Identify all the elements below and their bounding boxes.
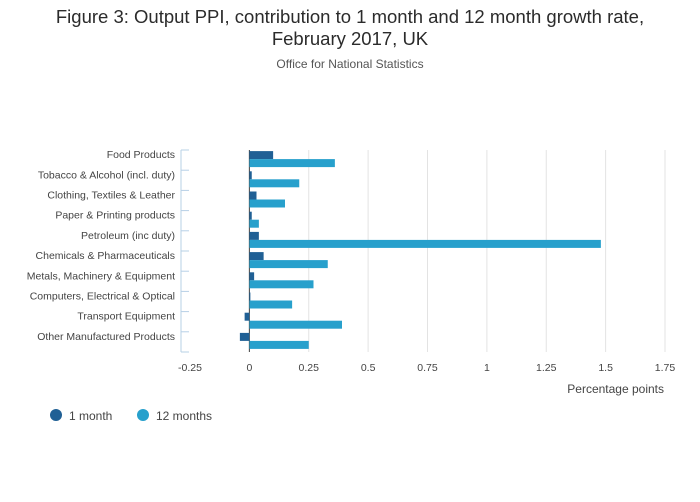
category-label: Chemicals & Pharmaceuticals bbox=[36, 250, 175, 262]
bar-1-month bbox=[239, 332, 250, 341]
chart-title: Figure 3: Output PPI, contribution to 1 … bbox=[0, 6, 700, 50]
category-label: Paper & Printing products bbox=[55, 210, 175, 222]
category-label: Food Products bbox=[107, 149, 175, 161]
bar-1-month bbox=[249, 191, 257, 200]
x-tick-label: 0.75 bbox=[417, 362, 438, 374]
bar-1-month bbox=[249, 252, 264, 261]
chart-title-line2: February 2017, UK bbox=[271, 28, 429, 49]
bar-12-months bbox=[249, 179, 300, 188]
x-tick-label: 0.25 bbox=[299, 362, 320, 374]
bars bbox=[239, 151, 601, 349]
x-tick-label: 1.75 bbox=[655, 362, 676, 374]
x-axis: -0.25 0 0.25 0.5 0.75 1 1.25 1.5 1.75 bbox=[178, 362, 675, 374]
category-label: Tobacco & Alcohol (incl. duty) bbox=[38, 169, 175, 181]
x-tick-label: 1 bbox=[484, 362, 490, 374]
legend-label: 1 month bbox=[69, 409, 112, 423]
legend-label: 12 months bbox=[156, 409, 212, 423]
bar-1-month bbox=[249, 231, 259, 240]
x-tick-label: 0 bbox=[246, 362, 252, 374]
category-label: Clothing, Textiles & Leather bbox=[47, 190, 175, 202]
bar-1-month bbox=[249, 211, 252, 220]
bar-12-months bbox=[249, 320, 342, 329]
chart-subtitle: Office for National Statistics bbox=[276, 57, 424, 71]
x-tick-label: -0.25 bbox=[178, 362, 202, 374]
bar-1-month bbox=[249, 272, 255, 281]
bar-12-months bbox=[249, 219, 259, 228]
bar-12-months bbox=[249, 280, 314, 289]
bar-1-month bbox=[249, 151, 274, 160]
category-label: Computers, Electrical & Optical bbox=[30, 291, 175, 303]
bar-12-months bbox=[249, 239, 601, 248]
category-label: Other Manufactured Products bbox=[37, 331, 175, 343]
legend: 1 month 12 months bbox=[50, 409, 212, 423]
bar-12-months bbox=[249, 159, 335, 168]
chart-title-line1: Figure 3: Output PPI, contribution to 1 … bbox=[55, 6, 645, 27]
bar-12-months bbox=[249, 340, 309, 349]
x-tick-label: 1.25 bbox=[536, 362, 557, 374]
category-label: Transport Equipment bbox=[77, 311, 175, 323]
bar-12-months bbox=[249, 199, 285, 208]
legend-marker bbox=[137, 409, 149, 421]
bar-12-months bbox=[249, 260, 328, 269]
x-tick-label: 1.5 bbox=[598, 362, 613, 374]
bar-12-months bbox=[249, 300, 293, 309]
category-label: Metals, Machinery & Equipment bbox=[27, 270, 175, 282]
legend-marker bbox=[50, 409, 62, 421]
bar-1-month bbox=[249, 292, 251, 301]
x-tick-label: 0.5 bbox=[361, 362, 376, 374]
category-label: Petroleum (inc duty) bbox=[81, 230, 175, 242]
bar-1-month bbox=[249, 171, 252, 180]
x-axis-title: Percentage points bbox=[567, 382, 664, 396]
y-axis: Food Products Tobacco & Alcohol (incl. du… bbox=[27, 149, 189, 353]
bar-1-month bbox=[244, 312, 250, 321]
